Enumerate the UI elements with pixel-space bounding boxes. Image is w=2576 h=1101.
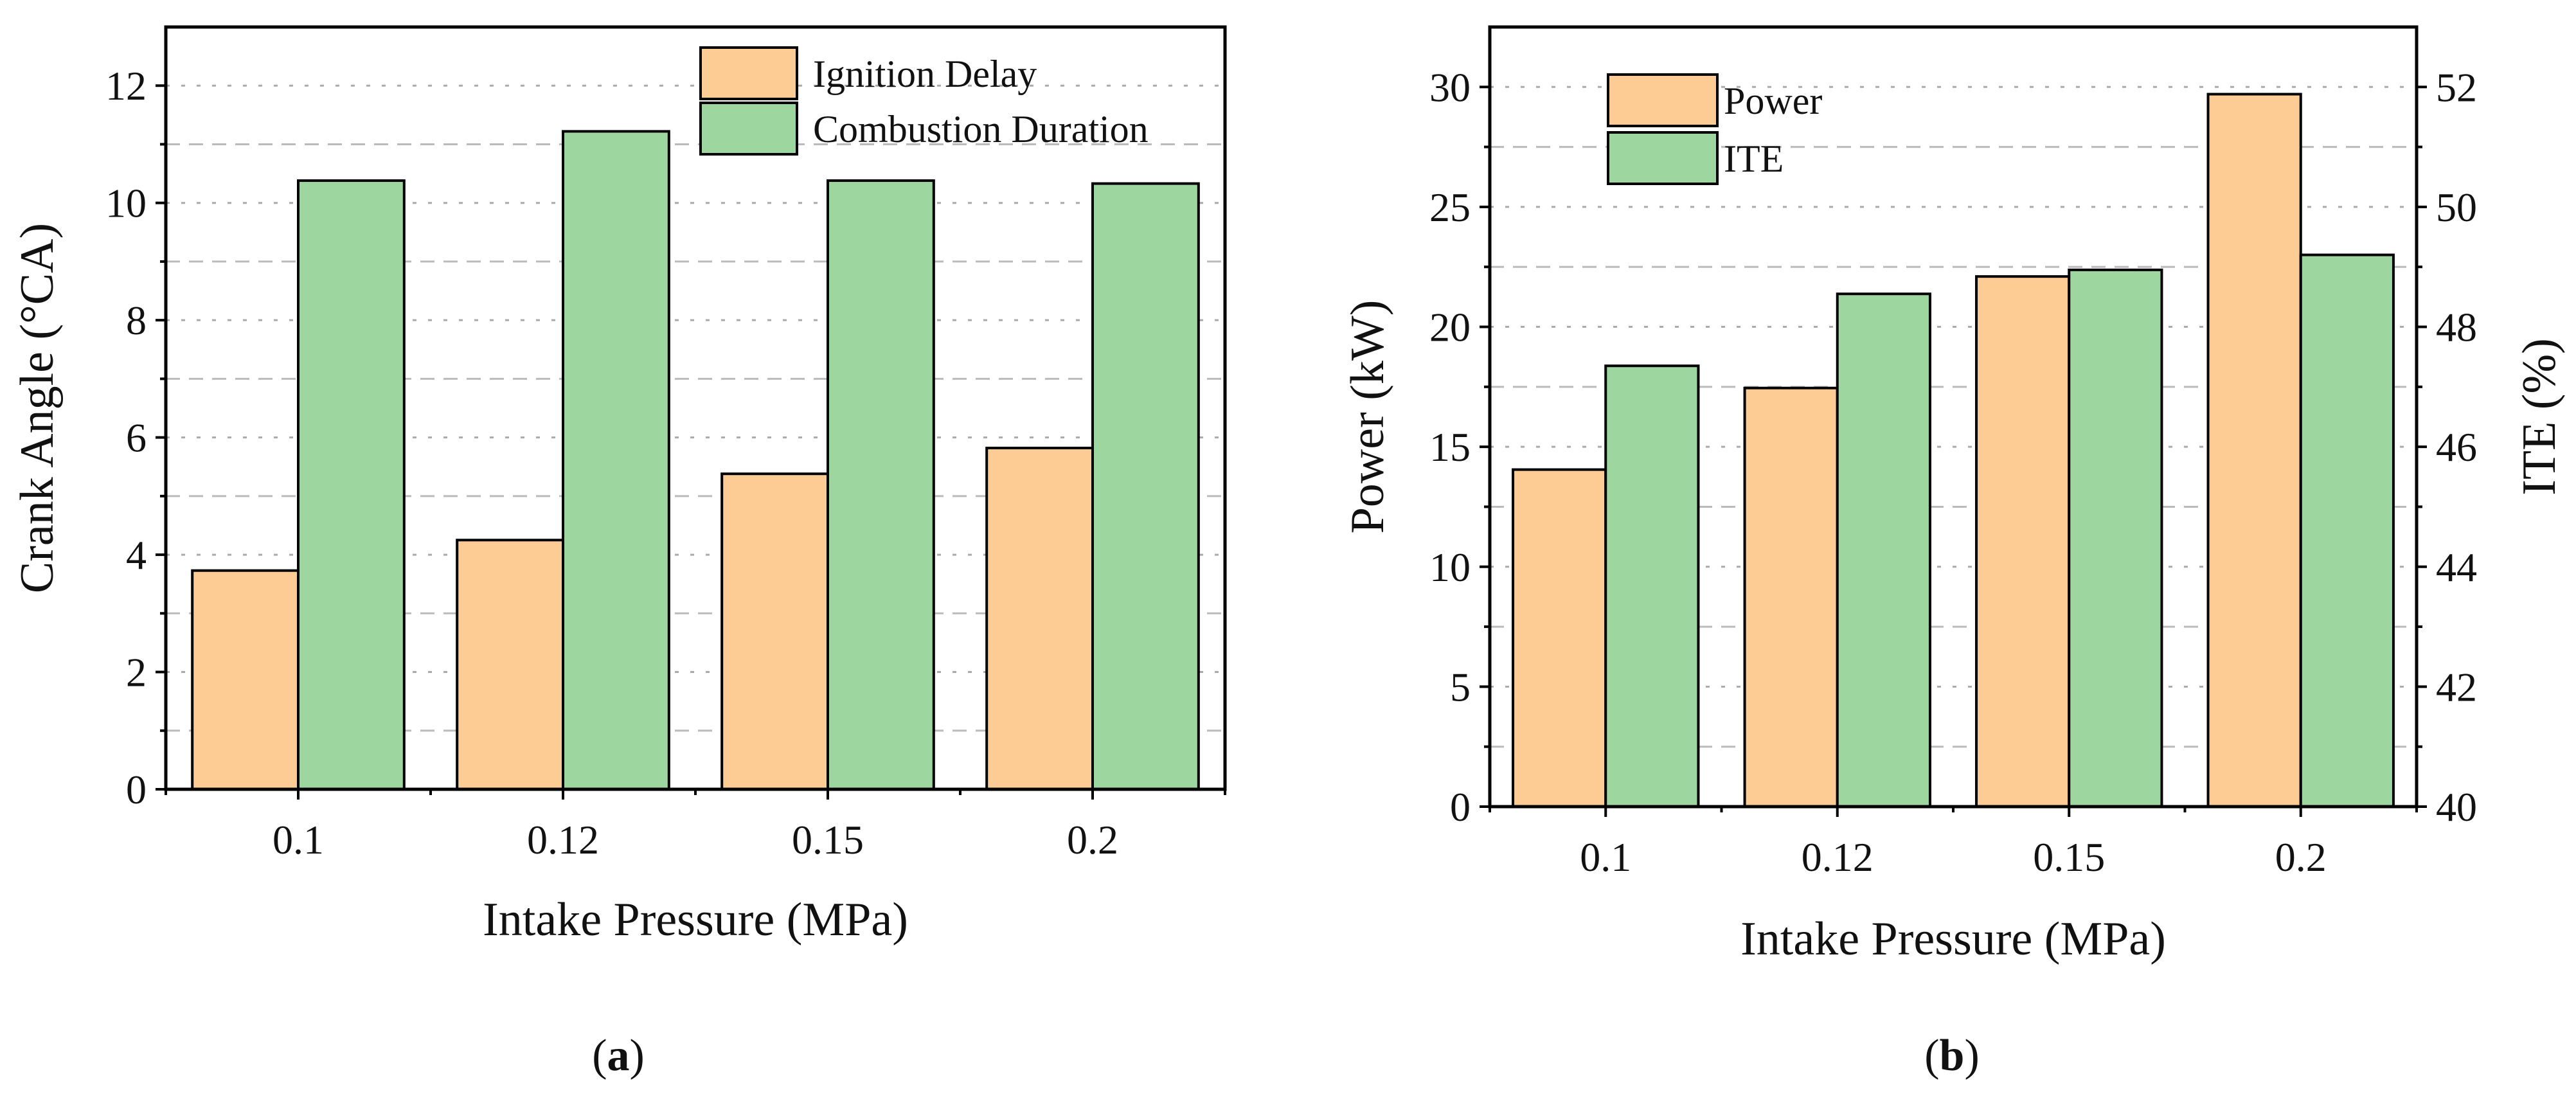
- y-tick-label: 15: [1429, 424, 1471, 470]
- y-tick-label: 20: [1429, 305, 1471, 350]
- y-tick-label: 2: [126, 650, 147, 695]
- legend-label-ite: ITE: [1724, 138, 1784, 180]
- bar-combustion-duration-0.2: [1091, 182, 1200, 791]
- bar-ite-0.15: [2068, 268, 2163, 808]
- y-tick-label: 8: [126, 298, 147, 343]
- y-right-tick-label: 42: [2436, 664, 2477, 710]
- bar-ite-0.2: [2299, 253, 2395, 809]
- panel-label-part: (: [592, 1031, 607, 1080]
- y-tick-label: 0: [1450, 784, 1471, 830]
- x-tick-label: 0.1: [273, 817, 324, 863]
- legend-label-power: Power: [1724, 80, 1822, 122]
- x-tick-label: 0.1: [1580, 834, 1631, 880]
- legend-swatch-power: [1607, 73, 1719, 127]
- bar-combustion-duration-0.1: [297, 179, 406, 791]
- y-axis-label: Crank Angle (°CA): [11, 223, 64, 593]
- x-tick-label: 0.2: [1067, 817, 1118, 863]
- bar-power-0.1: [1512, 468, 1607, 808]
- chart-panel-a: 0 2 4 6 8 10 12 0.1 0.12 0.15 0.2 Intake Pressure (…: [11, 25, 1227, 1080]
- x-tick-label: 0.12: [527, 817, 599, 863]
- y-right-tick-label: 40: [2436, 784, 2477, 830]
- legend-label-combustion-duration: Combustion Duration: [813, 108, 1149, 150]
- x-tick-label: 0.12: [1802, 834, 1874, 880]
- legend: Ignition Delay Combustion Duration: [699, 46, 1149, 156]
- y-right-tick-label: 50: [2436, 184, 2477, 230]
- x-axis-label: Intake Pressure (MPa): [483, 893, 908, 946]
- panel-label: (a): [592, 1031, 645, 1080]
- x-tick-label: 0.15: [792, 817, 864, 863]
- bar-ite-0.12: [1836, 292, 1931, 808]
- legend: Power ITE: [1607, 73, 1822, 185]
- bar-ignition-delay-0.15: [720, 472, 829, 791]
- bar-ignition-delay-0.12: [456, 539, 565, 791]
- x-tick-label: 0.15: [2033, 834, 2105, 880]
- legend-swatch-combustion-duration: [699, 102, 798, 156]
- y-tick-label: 12: [105, 63, 147, 109]
- y-tick-label: 4: [126, 532, 147, 578]
- y-right-tick-label: 46: [2436, 424, 2477, 470]
- panel-label-part: a: [607, 1031, 630, 1080]
- bar-combustion-duration-0.15: [827, 179, 935, 791]
- y-axis-label: Power (kW): [1341, 300, 1394, 534]
- bar-combustion-duration-0.12: [562, 130, 670, 791]
- y-right-tick-label: 48: [2436, 305, 2477, 350]
- y-right-axis-label: ITE (%): [2513, 338, 2566, 495]
- y-tick-label: 10: [1429, 544, 1471, 590]
- y-tick-label: 0: [126, 767, 147, 812]
- y-tick-label: 10: [105, 181, 147, 226]
- panel-label-part: ): [1964, 1031, 1979, 1080]
- bar-ignition-delay-0.2: [985, 447, 1094, 791]
- panel-label-part: b: [1940, 1031, 1965, 1080]
- panel-label-part: ): [630, 1031, 645, 1080]
- x-tick-label: 0.2: [2275, 834, 2327, 880]
- panel-label: (b): [1924, 1031, 1980, 1080]
- y-right-tick-label: 44: [2436, 544, 2477, 590]
- y-tick-label: 6: [126, 415, 147, 461]
- legend-swatch-ignition-delay: [699, 46, 798, 100]
- bar-power-0.15: [1975, 275, 2071, 809]
- bar-power-0.12: [1743, 386, 1839, 808]
- y-right-tick-label: 52: [2436, 64, 2477, 110]
- bar-power-0.2: [2206, 93, 2302, 808]
- bar-ignition-delay-0.1: [191, 569, 300, 791]
- chart-panel-b: 0 5 10 15 20 25 30 40 42 44 46 48 50 52 ITE (%) 0.1 0.12…: [1341, 25, 2566, 1080]
- y-tick-label: 5: [1450, 664, 1471, 710]
- panel-label-part: (: [1924, 1031, 1939, 1080]
- y-tick-label: 25: [1429, 184, 1471, 230]
- legend-label-ignition-delay: Ignition Delay: [813, 53, 1037, 95]
- y-tick-label: 30: [1429, 64, 1471, 110]
- bar-ite-0.1: [1604, 364, 1700, 808]
- x-axis-label: Intake Pressure (MPa): [1740, 913, 2166, 965]
- legend-swatch-ite: [1607, 131, 1719, 185]
